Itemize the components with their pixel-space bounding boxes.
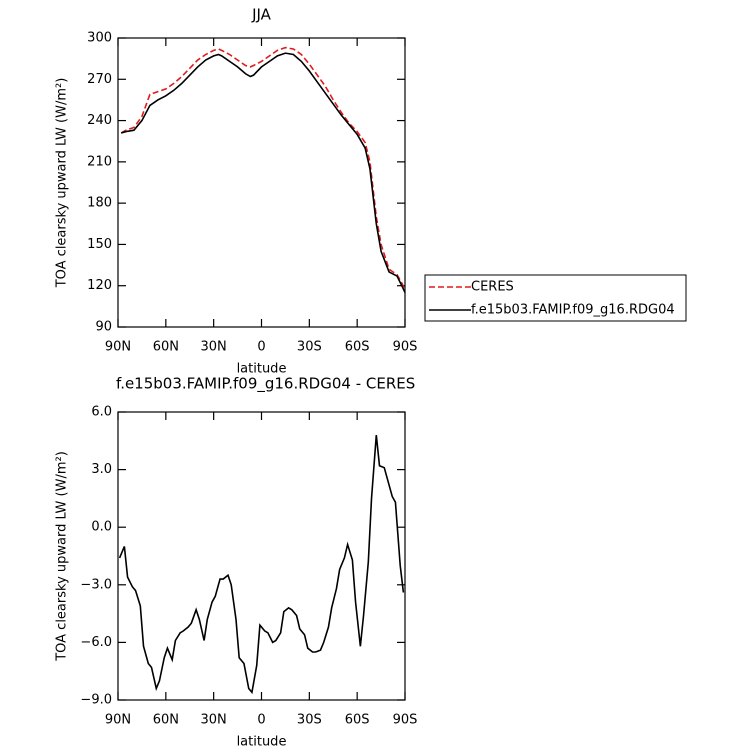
chart-title: JJA	[251, 6, 272, 24]
x-tick-label: 90S	[393, 340, 418, 355]
x-tick-label: 30S	[297, 340, 322, 355]
y-tick-label: 6.0	[91, 405, 112, 420]
y-axis-label: TOA clearsky upward LW (W/m²)	[55, 78, 70, 289]
data-line	[120, 46, 406, 291]
x-tick-label: 60N	[153, 713, 179, 728]
x-tick-label: 0	[257, 713, 265, 728]
x-axis-label: latitude	[237, 362, 287, 377]
y-tick-label: −3.0	[80, 577, 112, 592]
x-tick-label: 0	[257, 340, 265, 355]
x-tick-label: 90S	[393, 713, 418, 728]
x-tick-label: 30N	[201, 713, 227, 728]
legend-label: f.e15b03.FAMIP.f09_g16.RDG04	[471, 303, 675, 318]
x-tick-label: 60S	[345, 713, 370, 728]
y-tick-label: 210	[87, 154, 112, 169]
chart-title: f.e15b03.FAMIP.f09_g16.RDG04 - CERES	[116, 375, 415, 394]
plot-frame	[117, 411, 406, 701]
x-tick-label: 30N	[201, 340, 227, 355]
x-tick-label: 60N	[153, 340, 179, 355]
y-tick-label: 120	[87, 278, 112, 293]
legend-box	[424, 274, 687, 322]
x-tick-label: 90N	[105, 713, 131, 728]
x-axis-label: latitude	[237, 735, 287, 750]
y-tick-label: 0.0	[91, 520, 112, 535]
plot-frame	[117, 37, 406, 328]
data-line	[120, 52, 406, 293]
x-tick-label: 90N	[105, 340, 131, 355]
y-tick-label: 180	[87, 196, 112, 211]
y-tick-label: 300	[87, 31, 112, 46]
x-tick-label: 30S	[297, 713, 322, 728]
y-tick-label: −9.0	[80, 693, 112, 708]
x-tick-label: 60S	[345, 340, 370, 355]
y-tick-label: 150	[87, 237, 112, 252]
y-tick-label: 90	[95, 320, 112, 335]
data-line	[118, 434, 405, 695]
y-axis-label: TOA clearsky upward LW (W/m²)	[55, 451, 70, 662]
y-tick-label: 3.0	[91, 462, 112, 477]
y-tick-label: 270	[87, 72, 112, 87]
y-tick-label: 240	[87, 113, 112, 128]
y-tick-label: −6.0	[80, 635, 112, 650]
legend-label: CERES	[471, 280, 514, 295]
